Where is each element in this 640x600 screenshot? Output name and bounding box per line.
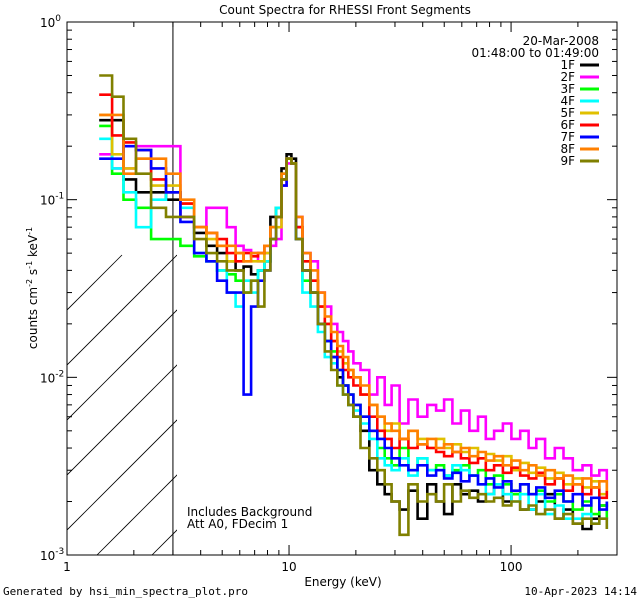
y-label-exp-f: -1	[25, 227, 34, 235]
y-label-part-c: s	[26, 269, 40, 279]
axis-ticks	[66, 21, 618, 556]
y-tick-base: 10	[40, 549, 55, 563]
x-tick-label: 100	[500, 560, 523, 574]
y-label-exp-d: -1	[25, 261, 34, 269]
y-label-part-e: keV	[26, 234, 40, 261]
note-background: Includes Background	[187, 505, 312, 519]
y-tick-base: 10	[40, 194, 55, 208]
y-tick-exponent: -3	[55, 547, 64, 557]
footer-generated-by: Generated by hsi_min_spectra_plot.pro	[3, 585, 248, 598]
legend-label-7f: 7F	[560, 130, 575, 144]
y-tick-label: 10-1	[40, 192, 64, 208]
date-annotation: 20-Mar-2008	[523, 34, 599, 48]
series-line-8f	[99, 113, 609, 491]
series-line-4f	[99, 137, 609, 529]
hatch-line	[67, 254, 123, 311]
series-line-5f	[99, 113, 609, 496]
x-tick-label: 10	[281, 560, 296, 574]
hatch-line	[67, 254, 177, 366]
y-tick-label: 100	[40, 14, 61, 30]
x-tick-label: 1	[63, 560, 71, 574]
legend-label-4f: 4F	[560, 94, 575, 108]
legend-label-9f: 9F	[560, 154, 575, 168]
series-line-9f	[99, 74, 609, 537]
legend-label-5f: 5F	[560, 106, 575, 120]
y-tick-exponent: -1	[55, 192, 64, 202]
series-group	[99, 74, 609, 537]
legend-label-2f: 2F	[560, 70, 575, 84]
y-label-exp-b: -2	[25, 279, 34, 287]
y-tick-exponent: -2	[55, 369, 64, 379]
hatch-line	[67, 364, 177, 476]
legend-label-6f: 6F	[560, 118, 575, 132]
y-tick-label: 10-2	[40, 369, 64, 385]
x-axis-label: Energy (keV)	[304, 575, 381, 589]
y-tick-base: 10	[40, 371, 55, 385]
hatch-line	[67, 419, 177, 531]
series-line-6f	[99, 93, 609, 500]
legend-label-8f: 8F	[560, 142, 575, 156]
chart-title: Count Spectra for RHESSI Front Segments	[219, 3, 471, 17]
legend-label-1f: 1F	[560, 58, 575, 72]
y-label-part-a: counts cm	[26, 287, 40, 349]
series-line-7f	[99, 144, 609, 511]
y-axis-label: counts cm-2 s-1 keV-1	[25, 227, 40, 349]
series-line-2f	[99, 144, 609, 488]
y-tick-label: 10-3	[40, 547, 64, 563]
legend-label-3f: 3F	[560, 82, 575, 96]
y-tick-exponent: 0	[55, 14, 61, 24]
hatched-region	[67, 254, 177, 555]
plot-frame	[66, 21, 618, 556]
hatch-line	[96, 474, 177, 555]
note-attenuator: Att A0, FDecim 1	[187, 517, 288, 531]
series-line-1f	[99, 118, 609, 531]
footer-timestamp: 10-Apr-2023 14:14	[524, 585, 637, 598]
y-tick-base: 10	[40, 16, 55, 30]
time-range-annotation: 01:48:00 to 01:49:00	[472, 46, 599, 60]
hatch-line	[67, 309, 177, 421]
x-tick-labels: 1 10 100	[63, 560, 522, 574]
